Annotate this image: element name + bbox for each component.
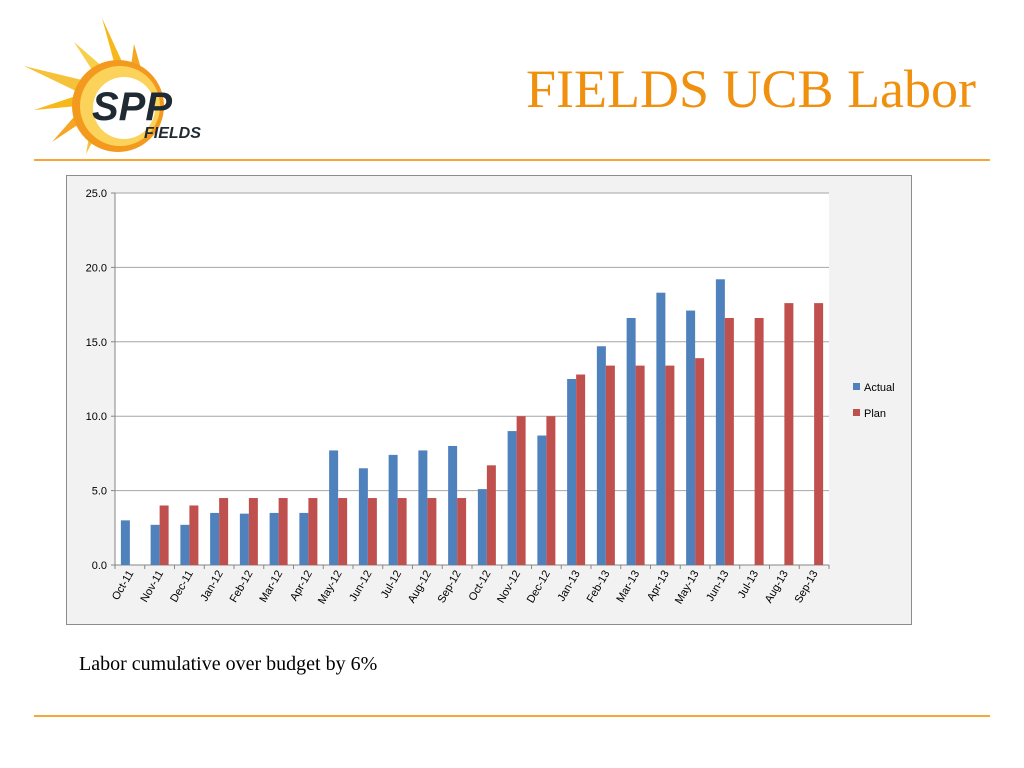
bar-actual-feb-13	[596, 346, 606, 565]
bar-actual-jul-12	[388, 454, 398, 565]
bar-plan-dec-12	[546, 416, 556, 565]
x-tick-label: Aug-13	[763, 569, 791, 606]
top-divider	[34, 159, 990, 161]
x-tick-label: Feb-12	[228, 569, 256, 605]
y-tick-label: 10.0	[86, 411, 107, 423]
bar-plan-feb-13	[605, 365, 615, 565]
bar-plan-jan-13	[576, 374, 586, 565]
legend-swatch-actual	[853, 383, 860, 390]
bar-plan-sep-12	[457, 498, 467, 565]
x-tick-label: Dec-11	[168, 569, 196, 605]
bottom-divider	[34, 715, 990, 717]
bar-actual-jan-13	[567, 379, 577, 565]
plot-area	[115, 193, 829, 565]
bar-plan-jun-12	[367, 498, 377, 565]
bar-plan-aug-13	[784, 303, 794, 565]
bar-actual-oct-12	[477, 489, 487, 565]
bar-actual-mar-13	[626, 317, 636, 565]
y-tick-label: 20.0	[86, 262, 107, 274]
bar-plan-dec-11	[189, 505, 199, 565]
bar-plan-oct-12	[486, 465, 496, 565]
bar-plan-mar-13	[635, 365, 645, 565]
bar-actual-dec-12	[537, 435, 547, 565]
x-tick-label: Apr-13	[645, 569, 672, 604]
x-tick-label: May-12	[316, 569, 345, 607]
x-tick-label: Mar-13	[614, 569, 642, 605]
bar-plan-apr-13	[665, 365, 675, 565]
x-tick-label: Feb-13	[585, 569, 613, 605]
x-tick-label: Apr-12	[288, 569, 315, 604]
x-tick-label: Jun-12	[347, 569, 374, 604]
bar-actual-aug-12	[418, 450, 428, 565]
bar-actual-sep-12	[448, 445, 458, 565]
bar-plan-nov-11	[159, 505, 169, 565]
x-tick-label: Dec-12	[525, 569, 553, 606]
bar-actual-apr-13	[656, 292, 666, 565]
chart-frame: 0.0 5.0 10.0 15.0 20.0 25.0 Oct-11 Nov-11 Dec-11…	[66, 175, 912, 625]
bar-plan-nov-12	[516, 416, 526, 565]
slide-caption: Labor cumulative over budget by 6%	[79, 653, 378, 675]
bar-actual-feb-12	[239, 513, 249, 565]
bar-plan-jan-12	[219, 498, 229, 565]
bar-actual-nov-11	[150, 524, 160, 565]
bar-actual-mar-12	[269, 512, 279, 565]
sun-icon	[24, 18, 164, 154]
bar-plan-aug-12	[427, 498, 437, 565]
bar-actual-dec-11	[180, 524, 190, 565]
bar-actual-apr-12	[299, 512, 309, 565]
x-tick-label: Aug-12	[406, 569, 434, 606]
y-tick-label: 25.0	[86, 188, 107, 200]
x-tick-label: Sep-12	[436, 569, 464, 606]
bar-actual-oct-11	[120, 520, 130, 565]
bar-plan-sep-13	[814, 303, 824, 565]
x-tick-label: Mar-12	[257, 569, 285, 605]
bar-actual-jan-12	[210, 512, 220, 565]
x-tick-label: Jan-13	[556, 569, 583, 604]
bar-actual-jun-12	[358, 468, 368, 565]
legend-swatch-plan	[853, 409, 860, 416]
y-tick-label: 15.0	[86, 337, 107, 349]
bar-plan-may-13	[695, 358, 705, 565]
legend-label-actual: Actual	[864, 382, 895, 394]
x-tick-label: Nov-12	[495, 569, 523, 606]
bar-actual-may-12	[329, 450, 339, 565]
x-tick-label: Jul-12	[379, 569, 404, 601]
bar-plan-jul-12	[397, 498, 407, 565]
bar-plan-mar-12	[278, 498, 288, 565]
spp-fields-logo: SPP FIELDS	[22, 14, 232, 154]
x-tick-label: Oct-12	[467, 569, 494, 604]
x-tick-label: Jun-13	[704, 569, 731, 604]
x-tick-label: Jul-13	[736, 569, 761, 601]
y-tick-label: 5.0	[92, 486, 107, 498]
bar-chart: 0.0 5.0 10.0 15.0 20.0 25.0 Oct-11 Nov-11 Dec-11…	[86, 188, 895, 607]
bar-plan-may-12	[338, 498, 348, 565]
bar-actual-nov-12	[507, 431, 517, 565]
slide-title: FIELDS UCB Labor	[526, 59, 976, 119]
bar-plan-feb-12	[248, 498, 258, 565]
x-tick-label: Nov-11	[139, 569, 167, 605]
x-tick-label: Jan-12	[199, 569, 226, 604]
y-tick-label: 0.0	[92, 560, 107, 572]
logo-main-text: SPP	[92, 85, 172, 129]
bar-actual-may-13	[686, 310, 696, 565]
bar-plan-apr-12	[308, 498, 318, 565]
bar-actual-jun-13	[715, 279, 725, 565]
x-tick-label: Oct-11	[110, 569, 136, 603]
bar-plan-jul-13	[754, 317, 764, 565]
bar-plan-jun-13	[724, 317, 734, 565]
x-tick-label: May-13	[673, 569, 702, 607]
x-tick-label: Sep-13	[793, 569, 821, 606]
legend-label-plan: Plan	[864, 408, 886, 420]
logo-sub-text: FIELDS	[144, 125, 201, 142]
